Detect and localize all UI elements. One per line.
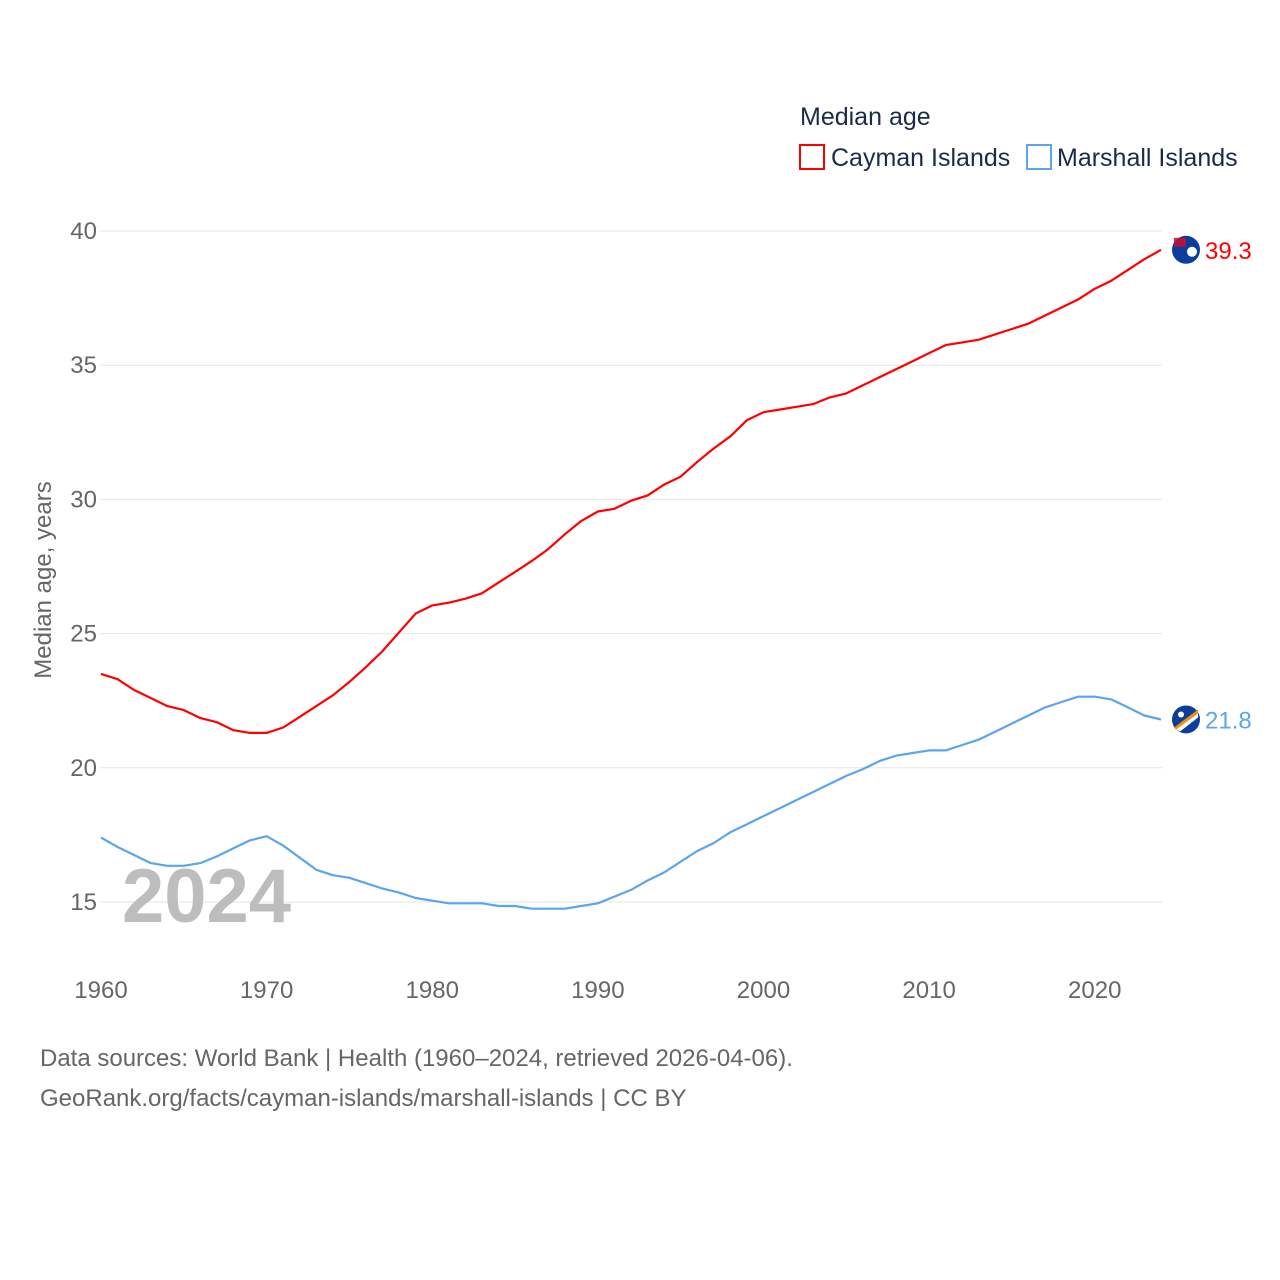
gridlines <box>100 230 1162 903</box>
footer-sources: Data sources: World Bank | Health (1960–… <box>40 1045 793 1072</box>
footer-link[interactable]: GeoRank.org/facts/cayman-islands/marshal… <box>40 1085 687 1112</box>
watermark-year: 2024 <box>122 854 291 939</box>
x-tick-label: 2020 <box>1068 977 1121 1004</box>
end-value-label: 21.8 <box>1205 707 1252 734</box>
y-tick-label: 15 <box>70 889 97 916</box>
y-tick-label: 30 <box>70 486 97 513</box>
legend-label-cayman[interactable]: Cayman Islands <box>831 144 1010 172</box>
x-tick-label: 1960 <box>74 977 127 1004</box>
x-tick-label: 1990 <box>571 977 624 1004</box>
series-line-marshall[interactable] <box>100 695 1162 910</box>
legend-swatch-cayman[interactable] <box>799 144 825 170</box>
series-lines <box>100 248 1162 910</box>
end-value-label: 39.3 <box>1205 238 1252 265</box>
y-tick-label: 25 <box>70 621 97 648</box>
x-tick-label: 2010 <box>902 977 955 1004</box>
y-tick-label: 35 <box>70 352 97 379</box>
legend-title: Median age <box>800 103 931 131</box>
x-tick-label: 2000 <box>737 977 790 1004</box>
y-axis-label: Median age, years <box>30 481 57 678</box>
x-tick-label: 1980 <box>406 977 459 1004</box>
y-tick-label: 20 <box>70 755 97 782</box>
legend: Median age Cayman Islands Marshall Islan… <box>799 103 1238 172</box>
series-line-cayman[interactable] <box>100 248 1162 735</box>
cayman-islands-flag-icon <box>1172 235 1200 264</box>
x-axis-ticks: 1960 1970 1980 1990 2000 2010 2020 <box>74 977 1121 1004</box>
y-tick-label: 40 <box>70 218 97 245</box>
legend-label-marshall[interactable]: Marshall Islands <box>1057 144 1238 172</box>
marshall-islands-flag-icon <box>1172 705 1200 734</box>
legend-swatch-marshall[interactable] <box>1026 144 1052 170</box>
end-markers: 39.3 21.8 <box>1172 235 1252 734</box>
y-axis-ticks: 15 20 25 30 35 40 <box>70 218 97 916</box>
x-tick-label: 1970 <box>240 977 293 1004</box>
